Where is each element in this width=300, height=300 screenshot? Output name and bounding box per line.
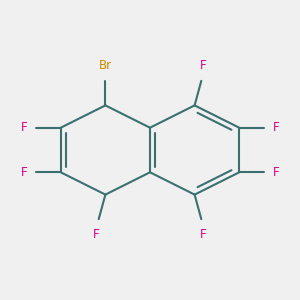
Text: F: F: [273, 166, 279, 179]
Text: F: F: [21, 166, 27, 179]
Text: F: F: [200, 59, 207, 72]
Text: Br: Br: [99, 59, 112, 72]
Text: F: F: [273, 121, 279, 134]
Text: F: F: [200, 228, 207, 241]
Text: F: F: [21, 121, 27, 134]
Text: F: F: [93, 228, 100, 241]
